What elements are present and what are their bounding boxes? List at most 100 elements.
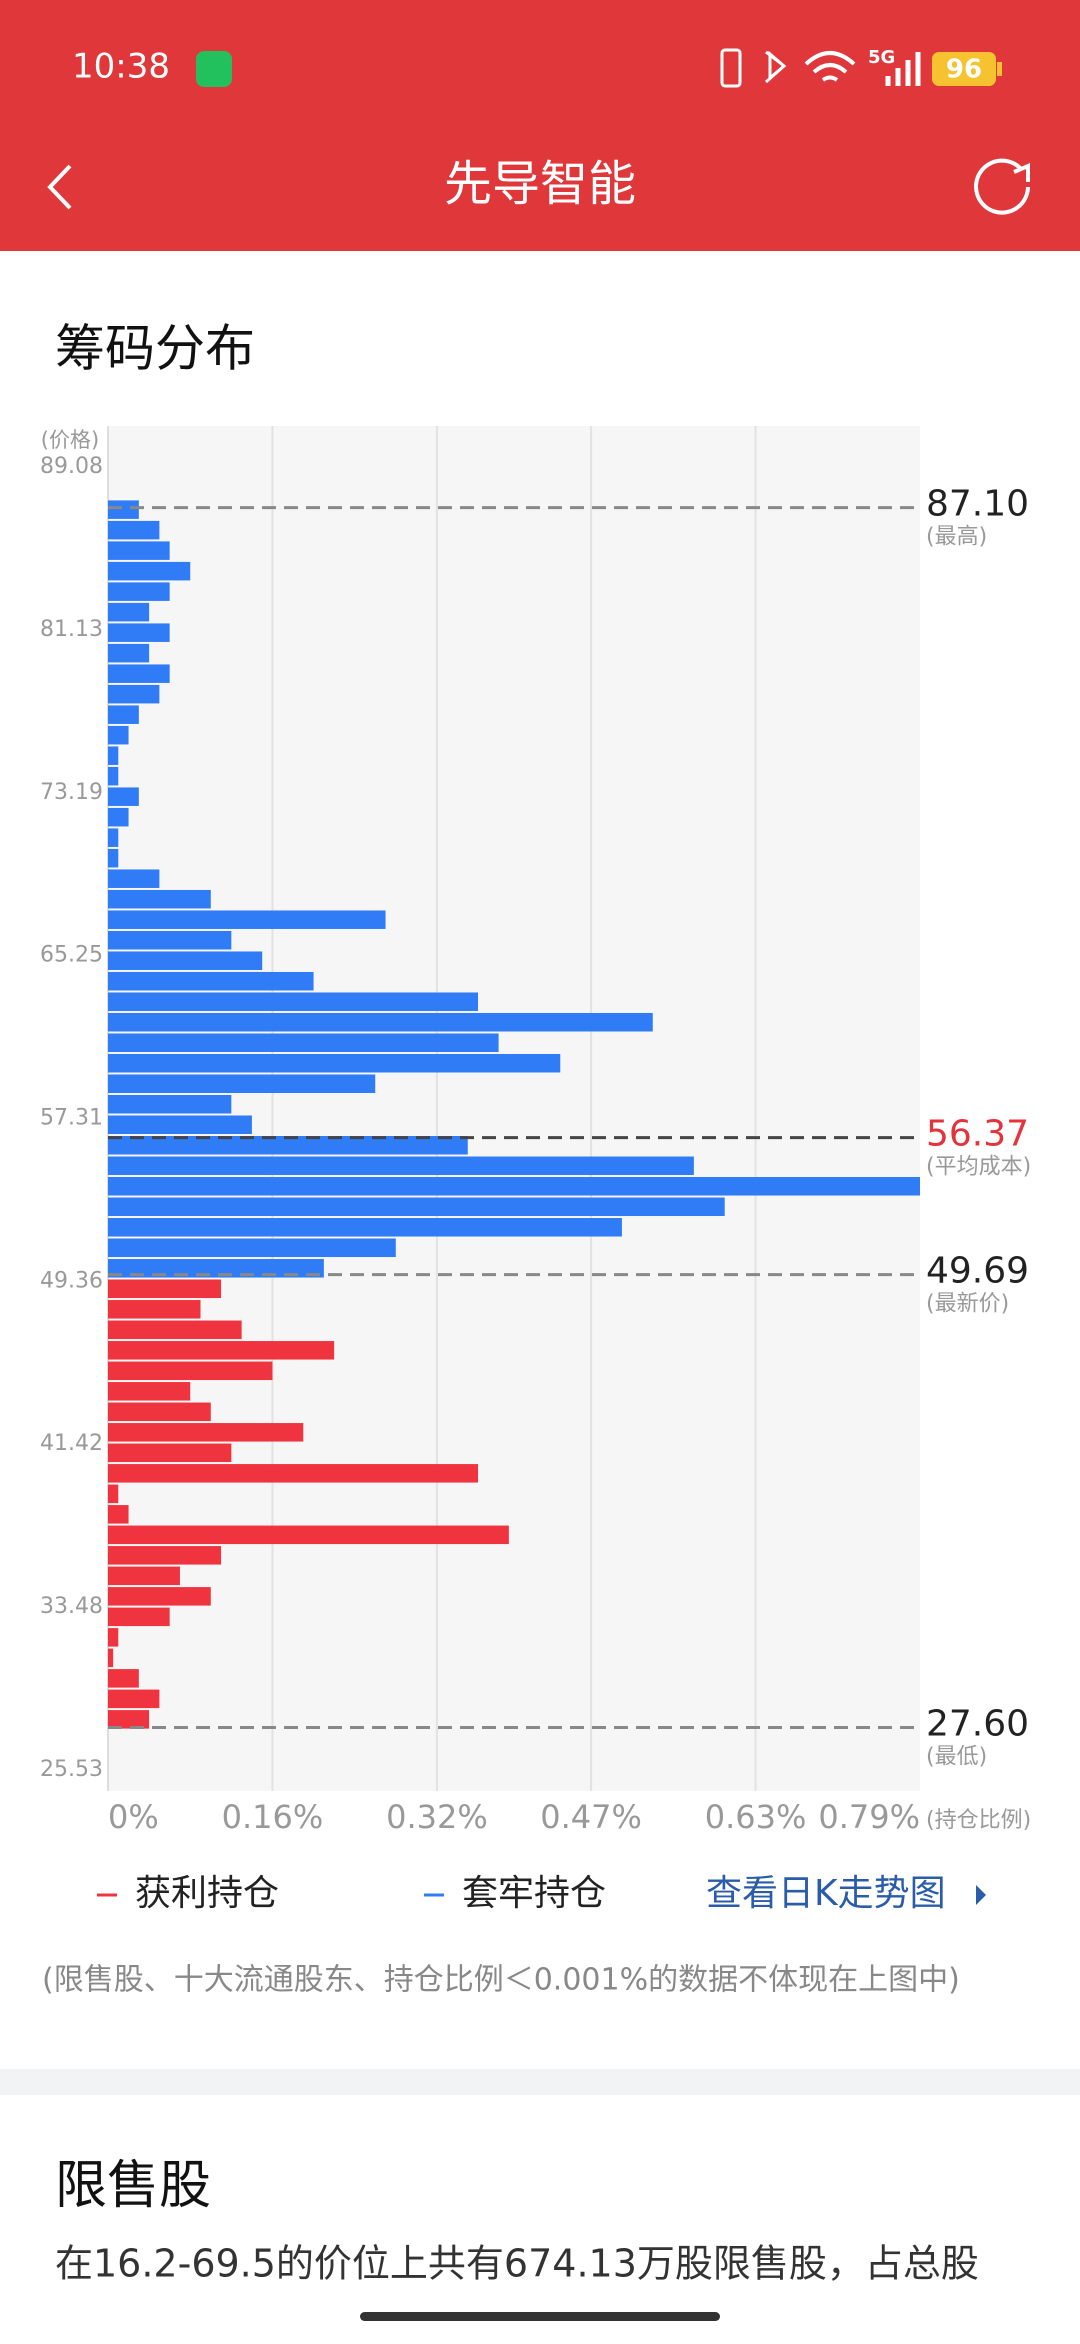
x-tick-label: 0.32% [386, 1798, 488, 1836]
x-tick-label: 0.79% [818, 1798, 920, 1836]
restricted-title: 限售股 [55, 2156, 211, 2216]
bar [108, 1607, 170, 1627]
y-tick-label: 33.48 [40, 1594, 103, 1619]
bar [108, 684, 160, 704]
x-tick-label: 0.63% [705, 1798, 807, 1836]
bar [108, 848, 119, 868]
bar [108, 1689, 160, 1709]
vibrate-icon [720, 48, 742, 88]
bar [108, 1177, 920, 1196]
bluetooth-icon [765, 50, 787, 84]
page-title: 先导智能 [444, 156, 636, 212]
y-axis-label: (价格) [41, 428, 99, 452]
reference-note: (最高) [926, 525, 987, 550]
bar [108, 705, 139, 724]
legend-label: 套牢持仓 [462, 1873, 606, 1914]
y-tick-label: 49.36 [40, 1268, 103, 1293]
bar [108, 1546, 222, 1565]
bar [108, 1218, 622, 1237]
section-title: 筹码分布 [55, 320, 255, 378]
bar [108, 1094, 232, 1114]
y-tick-label: 65.25 [40, 943, 103, 968]
reference-label: 27.60 [926, 1704, 1029, 1745]
refresh-arrow [1013, 162, 1030, 182]
x-tick-label: 0.16% [222, 1798, 324, 1836]
wifi-icon [804, 51, 856, 82]
bar [108, 746, 119, 765]
plot: 0% 0.16% 0.32% 0.47% 0.63% 0.79% (持仓比例) (价格)89.… [40, 426, 1031, 1836]
bar [108, 869, 160, 888]
bar [108, 1464, 479, 1483]
bar [108, 725, 129, 745]
bar [108, 1505, 129, 1524]
bar [108, 1053, 561, 1073]
bar [108, 971, 314, 991]
bar [108, 807, 129, 827]
x-tick-label: 0.47% [540, 1798, 642, 1836]
bar [108, 561, 191, 581]
reference-label: 56.37 [926, 1114, 1029, 1155]
battery-icon [932, 52, 996, 86]
bar [108, 951, 263, 970]
back-button[interactable] [47, 164, 72, 210]
y-tick-label: 89.08 [40, 454, 103, 479]
bar [108, 500, 139, 519]
bar [108, 787, 139, 806]
bar [108, 664, 170, 683]
signal-icon [885, 52, 921, 86]
bar [108, 1361, 273, 1381]
bar [108, 828, 119, 847]
bar [108, 1300, 201, 1319]
bar [108, 1033, 499, 1052]
bar [108, 1628, 119, 1647]
bar [108, 582, 170, 601]
legend: 获利持仓 套牢持仓 [97, 1873, 606, 1914]
link-arrow [976, 1885, 986, 1905]
y-tick-label: 73.19 [40, 780, 103, 805]
bar [108, 1484, 119, 1504]
reference-note: (平均成本) [926, 1155, 1031, 1180]
bar [108, 1525, 509, 1545]
legend-label: 获利持仓 [135, 1873, 279, 1914]
bar [108, 1566, 180, 1586]
footnote: (限售股、十大流通股东、持仓比例＜0.001%的数据不体现在上图中) [42, 1963, 960, 1998]
plot-bg [108, 426, 920, 1791]
battery-level: 96 [946, 55, 982, 85]
bar [108, 910, 386, 929]
kline-link[interactable]: 查看日K走势图 [706, 1873, 986, 1914]
bar [108, 1238, 396, 1258]
bar [108, 1259, 324, 1278]
bar [108, 1012, 653, 1032]
bar [108, 889, 211, 909]
link-text: 查看日K走势图 [706, 1873, 946, 1914]
bar [108, 1320, 242, 1340]
refresh-button[interactable] [974, 158, 1030, 215]
bar [108, 1587, 211, 1606]
bar [108, 1197, 725, 1217]
bar [108, 1443, 232, 1463]
bar [108, 930, 232, 950]
bar [108, 1279, 222, 1299]
reference-note: (最低) [926, 1745, 987, 1770]
reference-label: 87.10 [926, 484, 1029, 525]
wechat-icon [196, 51, 232, 87]
network: 5G [868, 47, 895, 68]
bar [108, 643, 150, 663]
bar [108, 1156, 694, 1176]
home-indicator [360, 2312, 720, 2321]
x-tick-label: 0% [108, 1798, 159, 1836]
bar [108, 602, 150, 622]
bar [108, 1669, 139, 1688]
reference-note: (最新价) [926, 1292, 1009, 1317]
header-bg [0, 0, 1080, 251]
bar [108, 541, 170, 560]
bar [108, 1136, 468, 1155]
y-tick-label: 41.42 [40, 1431, 103, 1456]
bar [108, 1115, 252, 1135]
bar [108, 1074, 376, 1093]
bar [108, 766, 119, 786]
battery-tip [997, 62, 1002, 76]
restricted-text: 在16.2-69.5的价位上共有674.13万股限售股，占总股 [55, 2242, 979, 2286]
y-tick-label: 25.53 [40, 1757, 103, 1782]
